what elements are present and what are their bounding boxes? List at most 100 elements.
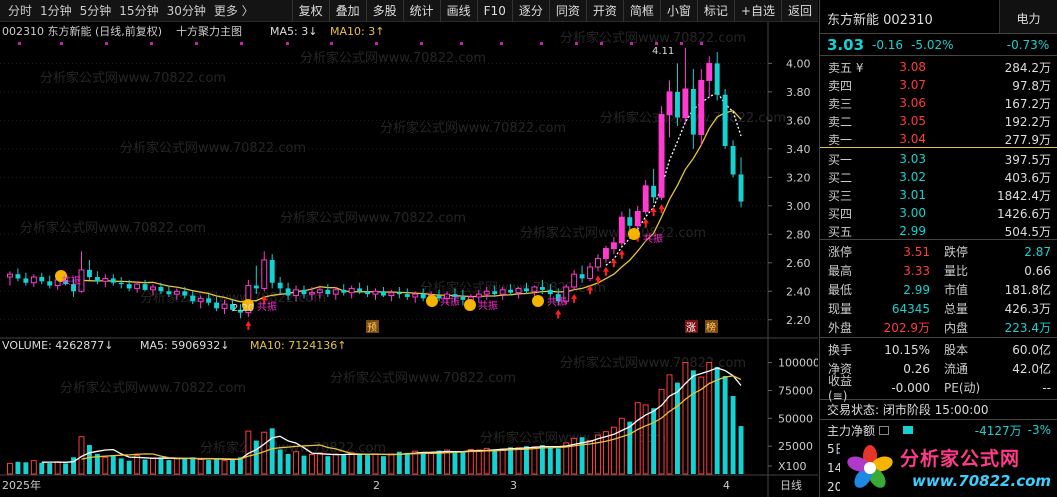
- sector-badge[interactable]: 电力: [999, 0, 1057, 33]
- add-watchlist-button[interactable]: +自选: [733, 0, 781, 22]
- draw-line-button[interactable]: 画线: [439, 0, 477, 22]
- volume-bar: [444, 449, 450, 475]
- candle-body: [483, 290, 490, 295]
- candle-body: [158, 286, 164, 292]
- timeframe-15min[interactable]: 15分钟: [119, 4, 159, 18]
- kline-chart[interactable]: 分析家公式网www.70822.com 分析家公式网www.70822.com 分析…: [0, 22, 820, 497]
- ask-row: 卖五 ¥3.08 284.2万: [828, 60, 1051, 75]
- volume-bar: [237, 457, 243, 474]
- stat-row: 净资 0.26 流通 42.0亿: [828, 361, 1051, 377]
- candle: [738, 157, 744, 208]
- candle-body: [714, 63, 720, 95]
- f10-button[interactable]: F10: [476, 0, 512, 22]
- volume-bar: [483, 447, 490, 475]
- candle: [651, 168, 657, 203]
- small-window-button[interactable]: 小窗: [659, 0, 697, 22]
- candle-body: [325, 289, 331, 295]
- candle: [134, 281, 141, 293]
- candle: [102, 274, 109, 287]
- period-label[interactable]: 日线: [780, 478, 802, 492]
- simple-frame-button[interactable]: 简框: [622, 0, 660, 22]
- candle-body: [316, 289, 323, 294]
- stat-row: 换手 10.15% 股本 60.0亿: [828, 342, 1051, 358]
- open-capital-button[interactable]: 开资: [585, 0, 623, 22]
- volume-bar: [206, 460, 212, 474]
- volume-ma10-line: [81, 375, 742, 460]
- candle: [388, 289, 395, 302]
- signal-dot: [105, 42, 108, 45]
- volume-bar: [610, 426, 617, 475]
- signal-dot: [460, 42, 463, 45]
- buy-arrow-icon: [610, 258, 617, 268]
- overlay-button[interactable]: 叠加: [328, 0, 366, 22]
- timeframe-more[interactable]: 更多 〉: [213, 4, 254, 18]
- candle-body: [380, 291, 386, 296]
- price-axis-label: 2.80: [786, 228, 811, 241]
- adjust-button[interactable]: 复权: [291, 0, 329, 22]
- chart-area[interactable]: 分析家公式网www.70822.com 分析家公式网www.70822.com 分析…: [0, 22, 820, 497]
- logo-title: 分析家公式网: [900, 448, 1021, 470]
- volume-bar: [579, 437, 585, 474]
- mark-button[interactable]: 标记: [696, 0, 734, 22]
- timeframe-group: 分时 1分钟 5分钟 15分钟 30分钟 更多 〉: [0, 0, 258, 22]
- candle: [71, 278, 77, 297]
- timeframe-5min[interactable]: 5分钟: [79, 4, 112, 18]
- same-capital-button[interactable]: 同资: [548, 0, 586, 22]
- tick-button[interactable]: 逐分: [511, 0, 549, 22]
- volume-bar: [531, 446, 538, 475]
- buy-arrow-icon: [261, 295, 268, 305]
- candle-body: [412, 293, 419, 298]
- ask-row: 卖四 3.07 97.8万: [828, 78, 1051, 93]
- volume-bar: [730, 396, 736, 474]
- stat-row: 最高 3.33 量比 0.66: [828, 263, 1051, 279]
- smiley-icon: [426, 295, 438, 307]
- volume-bar: [253, 440, 259, 474]
- volume-bar: [658, 388, 665, 475]
- candle-body: [357, 288, 363, 292]
- price-axis-label: 2.20: [786, 314, 811, 327]
- watermark-text: 分析家公式网www.70822.com: [60, 380, 246, 396]
- statistics-button[interactable]: 统计: [402, 0, 440, 22]
- timeframe-intraday[interactable]: 分时: [8, 4, 33, 18]
- timeframe-1min[interactable]: 1分钟: [40, 4, 72, 18]
- bid-book: 买一 3.03 397.5万 买二 3.02 403.6万 买三 3.01 1842.4万 …: [820, 148, 1057, 240]
- candle-body: [47, 281, 53, 286]
- volume-bar: [460, 452, 466, 474]
- volume-ma10-legend: MA10: 7124136↑: [250, 339, 346, 352]
- candle: [483, 286, 490, 300]
- bid-row: 买四 3.00 1426.6万: [828, 206, 1051, 221]
- back-button[interactable]: 返回: [780, 0, 818, 22]
- candle: [412, 291, 419, 303]
- candle-body: [142, 284, 148, 290]
- candle: [706, 56, 713, 98]
- candle-body: [166, 291, 172, 295]
- candle-body: [221, 303, 228, 309]
- candle: [722, 89, 728, 149]
- buy-arrow-icon: [650, 206, 657, 216]
- candle-body: [190, 295, 196, 302]
- ask-book: 卖五 ¥3.08 284.2万 卖四 3.07 97.8万 卖三 3.06 167.2万 …: [820, 56, 1057, 148]
- multi-stock-button[interactable]: 多股: [365, 0, 403, 22]
- watermark-text: 分析家公式网www.70822.com: [40, 70, 226, 86]
- ma10-legend: MA10: 3↑: [330, 25, 384, 38]
- candle-body: [555, 294, 561, 302]
- candle: [571, 269, 578, 290]
- candle-body: [341, 289, 347, 293]
- candle: [452, 288, 458, 302]
- volume-bar: [682, 362, 689, 475]
- volume-bar: [86, 445, 92, 474]
- main-flow-row[interactable]: 主力净额 -4127万 -3%: [820, 420, 1057, 440]
- list-icon: [879, 425, 890, 435]
- volume-bar: [63, 463, 69, 474]
- candle-body: [230, 304, 235, 310]
- candle: [563, 284, 570, 305]
- candle: [618, 211, 625, 246]
- main-flow-value: -4127万: [974, 423, 1022, 438]
- ask-row: 卖三 3.06 167.2万: [828, 96, 1051, 111]
- volume-ma5-legend: MA5: 5906932↓: [140, 339, 229, 352]
- timeframe-30min[interactable]: 30分钟: [166, 4, 206, 18]
- candle: [348, 285, 355, 299]
- volume-bar: [563, 442, 570, 475]
- volume-bar: [412, 450, 419, 475]
